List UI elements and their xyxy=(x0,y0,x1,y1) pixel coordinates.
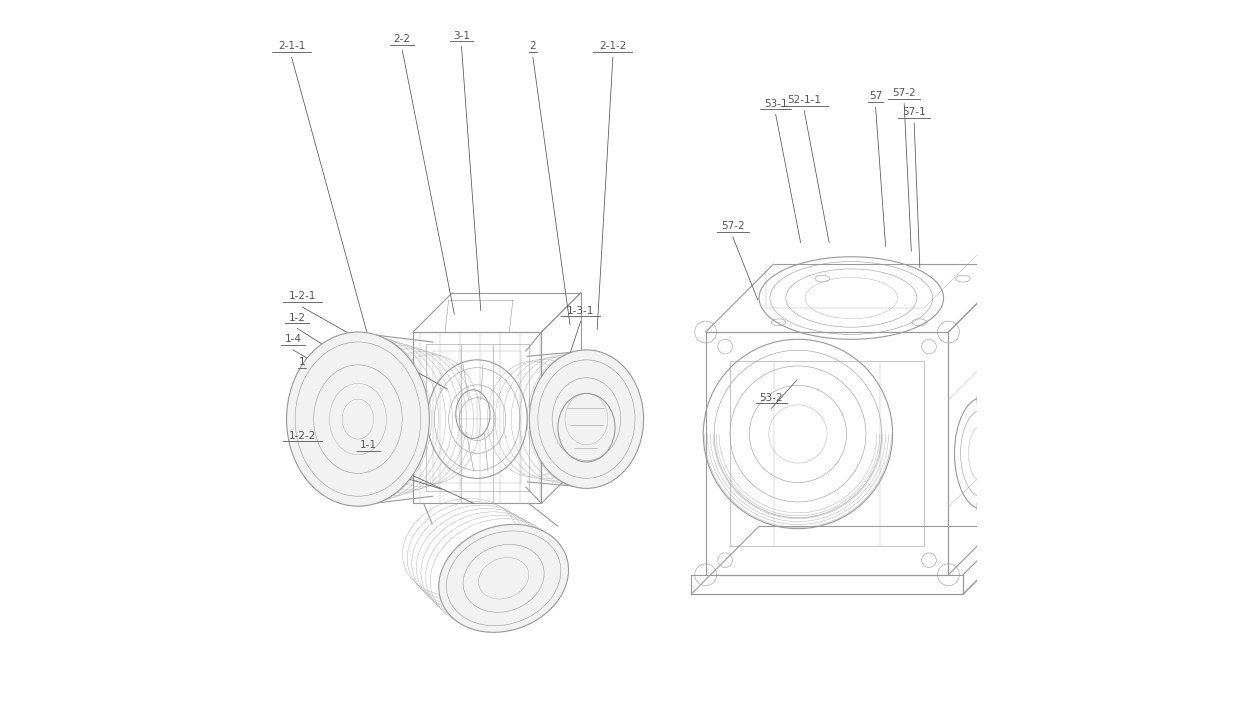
Text: 1-2-1: 1-2-1 xyxy=(289,291,316,301)
Text: 1: 1 xyxy=(299,357,305,367)
Text: 2-2: 2-2 xyxy=(394,34,410,44)
Text: 1-2: 1-2 xyxy=(289,313,306,323)
Text: 53-1: 53-1 xyxy=(764,99,787,109)
Ellipse shape xyxy=(439,524,568,633)
Text: 3-1: 3-1 xyxy=(453,31,470,41)
Text: 57-2: 57-2 xyxy=(720,221,745,231)
Ellipse shape xyxy=(529,350,644,488)
Text: 57: 57 xyxy=(869,91,882,101)
Text: 1-2-2: 1-2-2 xyxy=(289,431,316,441)
Ellipse shape xyxy=(286,332,429,506)
Text: 1-4: 1-4 xyxy=(284,334,301,344)
Text: 2-1-2: 2-1-2 xyxy=(599,41,626,51)
Text: 57-1: 57-1 xyxy=(903,107,926,117)
Text: 57-2: 57-2 xyxy=(893,88,916,98)
Text: 1-3-1: 1-3-1 xyxy=(567,306,594,316)
Text: 2-1-1: 2-1-1 xyxy=(278,41,305,51)
Text: 52-1-1: 52-1-1 xyxy=(787,95,821,105)
Text: 1-1: 1-1 xyxy=(360,440,377,450)
Text: 53-2: 53-2 xyxy=(760,393,784,403)
Text: 2: 2 xyxy=(529,41,536,51)
